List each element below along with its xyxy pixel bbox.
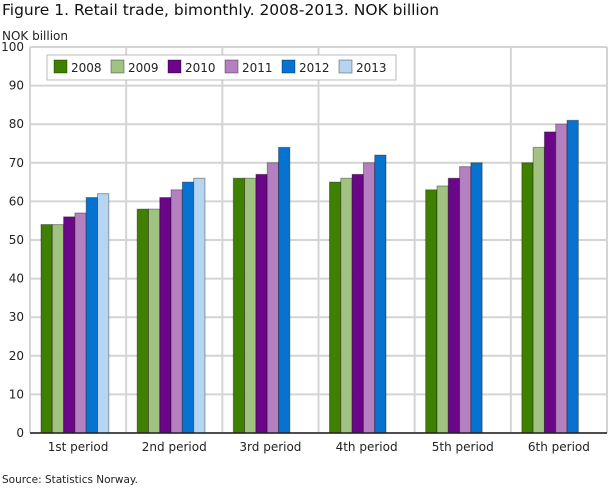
legend: [46, 54, 397, 81]
legend-label: 2012: [299, 61, 330, 75]
bar-2013-1: [97, 193, 110, 434]
legend-swatch-2013: [338, 59, 353, 74]
bar-2012-6: [566, 119, 579, 434]
x-tick-label: 2nd period: [142, 440, 207, 454]
x-tick-label: 1st period: [48, 440, 109, 454]
bar-2011-3: [266, 162, 280, 434]
x-tick-label: 3rd period: [239, 440, 301, 454]
bar-2009-1: [51, 224, 65, 434]
y-tick-label: 70: [9, 156, 24, 170]
bar-2011-6: [555, 123, 568, 434]
x-tick-label: 6th period: [528, 440, 590, 454]
legend-swatch-2009: [110, 59, 125, 74]
bar-2012-3: [278, 146, 291, 434]
bar-2009-4: [340, 177, 353, 434]
chart-title: Figure 1. Retail trade, bimonthly. 2008-…: [2, 1, 440, 19]
legend-label: 2010: [185, 61, 216, 75]
legend-swatch-2008: [53, 59, 68, 74]
y-tick-label: 60: [9, 194, 24, 208]
legend-label: 2011: [242, 61, 273, 75]
legend-label: 2008: [71, 61, 102, 75]
legend-label: 2009: [128, 61, 159, 75]
y-tick-label: 10: [9, 387, 24, 401]
bar-2012-1: [85, 197, 98, 434]
y-tick-label: 100: [1, 40, 24, 54]
bar-2008-4: [329, 181, 342, 434]
bar-2009-5: [436, 185, 449, 434]
bar-2008-2: [136, 208, 149, 434]
bar-2010-6: [543, 131, 557, 434]
bar-2008-6: [521, 162, 534, 434]
y-tick-label: 20: [9, 349, 24, 363]
y-tick-label: 90: [9, 79, 24, 93]
bar-2010-1: [63, 216, 76, 434]
bar-2011-4: [362, 162, 376, 434]
bar-2012-4: [374, 154, 387, 434]
bar-2012-5: [470, 162, 483, 434]
bar-2010-2: [159, 197, 172, 434]
y-tick-label: 80: [9, 117, 24, 131]
y-tick-label: 30: [9, 310, 24, 324]
bar-2008-3: [232, 177, 246, 434]
y-axis-label: NOK billion: [2, 29, 69, 43]
legend-swatch-2011: [224, 59, 239, 74]
bar-2008-1: [40, 224, 53, 434]
y-tick-label: 0: [16, 426, 24, 440]
x-tick-label: 5th period: [432, 440, 494, 454]
bar-2013-2: [193, 177, 206, 434]
bar-2011-1: [74, 212, 87, 434]
x-tick-label: 4th period: [336, 440, 398, 454]
legend-swatch-2012: [281, 59, 296, 74]
y-tick-label: 40: [9, 272, 24, 286]
bar-2008-5: [425, 189, 438, 434]
bar-2010-3: [255, 173, 268, 434]
bar-2009-3: [244, 177, 257, 434]
legend-label: 2013: [356, 61, 387, 75]
bar-2009-6: [532, 146, 545, 434]
legend-swatch-2010: [167, 59, 182, 74]
y-tick-label: 50: [9, 233, 24, 247]
bar-2010-5: [447, 177, 461, 434]
bar-2009-2: [147, 208, 161, 434]
source-note: Source: Statistics Norway.: [2, 474, 138, 486]
bar-2011-5: [459, 166, 472, 434]
bar-2011-2: [170, 189, 183, 434]
bar-2010-4: [351, 173, 364, 434]
bar-2012-2: [181, 181, 195, 434]
